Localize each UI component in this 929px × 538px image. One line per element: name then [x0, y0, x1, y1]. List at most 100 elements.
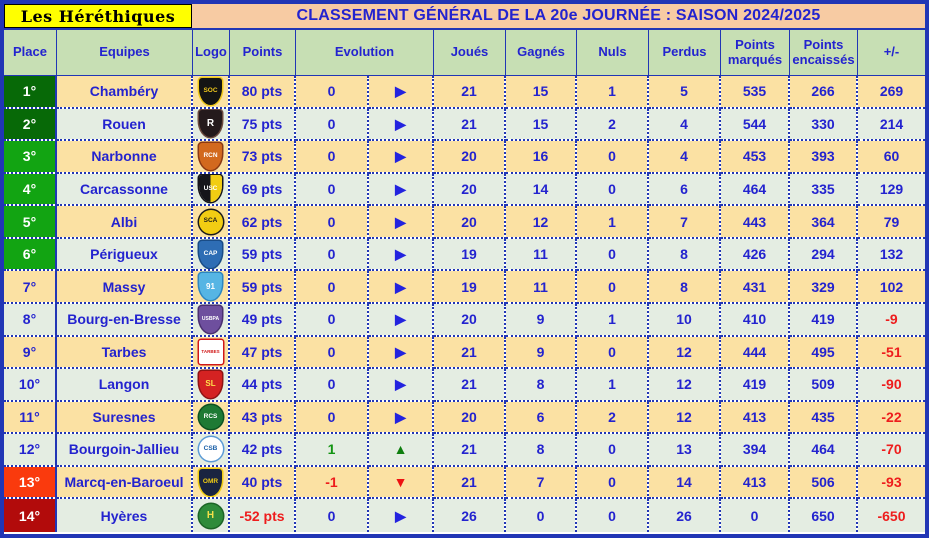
points-cell: 69 pts — [230, 173, 296, 207]
table-row: 13° Marcq-en-Baroeul OMR 40 pts -1 ▼ 21 7 0 14 413… — [4, 466, 925, 500]
logo-cell: SOC — [193, 76, 230, 109]
column-header-equipes: Equipes — [57, 30, 193, 76]
table-row: 5° Albi SCA 62 pts 0 ▶ 20 12 1 7 443 364 79 — [4, 206, 925, 239]
logo-cell: USC — [193, 173, 230, 207]
diff-cell: 132 — [858, 238, 925, 272]
logo-cell: USBPA — [193, 303, 230, 337]
trend-up-icon: ▲ — [393, 441, 408, 458]
perdus-cell: 4 — [649, 108, 721, 142]
place-cell: 4° — [4, 173, 57, 207]
albi-logo: SCA — [198, 209, 223, 234]
evolution-arrow-cell: ▶ — [369, 141, 434, 174]
standings-table: Place Equipes Logo Points Evolution Joué… — [4, 30, 925, 532]
team-name-cell: Tarbes — [57, 336, 193, 370]
evolution-value-cell: 0 — [296, 76, 369, 109]
nuls-cell: 0 — [577, 271, 649, 304]
joues-cell: 21 — [434, 108, 506, 142]
points-encaisses-cell: 435 — [790, 401, 858, 435]
langon-logo: SL — [199, 370, 222, 398]
points-encaisses-cell: 464 — [790, 434, 858, 467]
column-header-evolution: Evolution — [296, 30, 434, 76]
points-cell: 62 pts — [230, 206, 296, 239]
evolution-arrow-cell: ▶ — [369, 238, 434, 272]
place-cell: 14° — [4, 499, 57, 532]
page-title: CLASSEMENT GÉNÉRAL DE LA 20e JOURNÉE : S… — [192, 4, 925, 28]
nuls-cell: 1 — [577, 76, 649, 109]
trend-right-icon: ▶ — [395, 343, 406, 360]
team-name-cell: Suresnes — [57, 401, 193, 435]
trend-right-icon: ▶ — [395, 180, 406, 197]
diff-cell: -93 — [858, 466, 925, 500]
nuls-cell: 2 — [577, 108, 649, 142]
team-name-cell: Carcassonne — [57, 173, 193, 207]
nuls-cell: 0 — [577, 141, 649, 174]
logo-cell: CAP — [193, 238, 230, 272]
gagnes-cell: 9 — [506, 303, 577, 337]
joues-cell: 20 — [434, 141, 506, 174]
points-marques-cell: 0 — [721, 499, 790, 532]
evolution-value-cell: 0 — [296, 336, 369, 370]
gagnes-cell: 12 — [506, 206, 577, 239]
diff-cell: -90 — [858, 369, 925, 402]
evolution-value-cell: -1 — [296, 466, 369, 500]
nuls-cell: 0 — [577, 499, 649, 532]
bourgoin-jallieu-logo: CSB — [198, 437, 223, 462]
title-bar: Les Héréthiques CLASSEMENT GÉNÉRAL DE LA… — [4, 4, 925, 30]
perdus-cell: 10 — [649, 303, 721, 337]
team-name-cell: Langon — [57, 369, 193, 402]
trend-right-icon: ▶ — [395, 507, 406, 524]
evolution-value-cell: 0 — [296, 303, 369, 337]
massy-logo: 91 — [199, 273, 222, 301]
joues-cell: 20 — [434, 303, 506, 337]
carcassonne-logo: USC — [199, 175, 222, 203]
evolution-value-cell: 0 — [296, 369, 369, 402]
joues-cell: 19 — [434, 271, 506, 304]
joues-cell: 20 — [434, 173, 506, 207]
evolution-value-cell: 0 — [296, 206, 369, 239]
points-marques-cell: 535 — [721, 76, 790, 109]
gagnes-cell: 15 — [506, 108, 577, 142]
evolution-arrow-cell: ▶ — [369, 401, 434, 435]
gagnes-cell: 6 — [506, 401, 577, 435]
evolution-arrow-cell: ▶ — [369, 108, 434, 142]
team-name-cell: Massy — [57, 271, 193, 304]
logo-cell: OMR — [193, 466, 230, 500]
points-encaisses-cell: 364 — [790, 206, 858, 239]
diff-cell: -22 — [858, 401, 925, 435]
header-row: Place Equipes Logo Points Evolution Joué… — [4, 30, 925, 76]
perdus-cell: 6 — [649, 173, 721, 207]
place-cell: 5° — [4, 206, 57, 239]
team-name-cell: Albi — [57, 206, 193, 239]
gagnes-cell: 8 — [506, 369, 577, 402]
points-encaisses-cell: 329 — [790, 271, 858, 304]
team-name-cell: Périgueux — [57, 238, 193, 272]
points-cell: 44 pts — [230, 369, 296, 402]
nuls-cell: 0 — [577, 336, 649, 370]
perdus-cell: 4 — [649, 141, 721, 174]
place-cell: 1° — [4, 76, 57, 109]
joues-cell: 19 — [434, 238, 506, 272]
points-marques-cell: 426 — [721, 238, 790, 272]
place-cell: 13° — [4, 466, 57, 500]
table-row: 9° Tarbes TARBES 47 pts 0 ▶ 21 9 0 12 444 495 -51 — [4, 336, 925, 370]
points-marques-cell: 410 — [721, 303, 790, 337]
gagnes-cell: 15 — [506, 76, 577, 109]
gagnes-cell: 11 — [506, 238, 577, 272]
table-row: 10° Langon SL 44 pts 0 ▶ 21 8 1 12 419 509 -90 — [4, 369, 925, 402]
evolution-arrow-cell: ▶ — [369, 369, 434, 402]
nuls-cell: 1 — [577, 206, 649, 239]
logo-cell: RCN — [193, 141, 230, 174]
points-cell: 59 pts — [230, 238, 296, 272]
points-marques-cell: 431 — [721, 271, 790, 304]
points-cell: 75 pts — [230, 108, 296, 142]
points-marques-cell: 464 — [721, 173, 790, 207]
perdus-cell: 7 — [649, 206, 721, 239]
points-marques-cell: 413 — [721, 466, 790, 500]
place-cell: 12° — [4, 434, 57, 467]
perdus-cell: 12 — [649, 336, 721, 370]
points-marques-cell: 444 — [721, 336, 790, 370]
gagnes-cell: 11 — [506, 271, 577, 304]
place-cell: 7° — [4, 271, 57, 304]
column-header-points-marques: Points marqués — [721, 30, 790, 76]
column-header-logo: Logo — [193, 30, 230, 76]
